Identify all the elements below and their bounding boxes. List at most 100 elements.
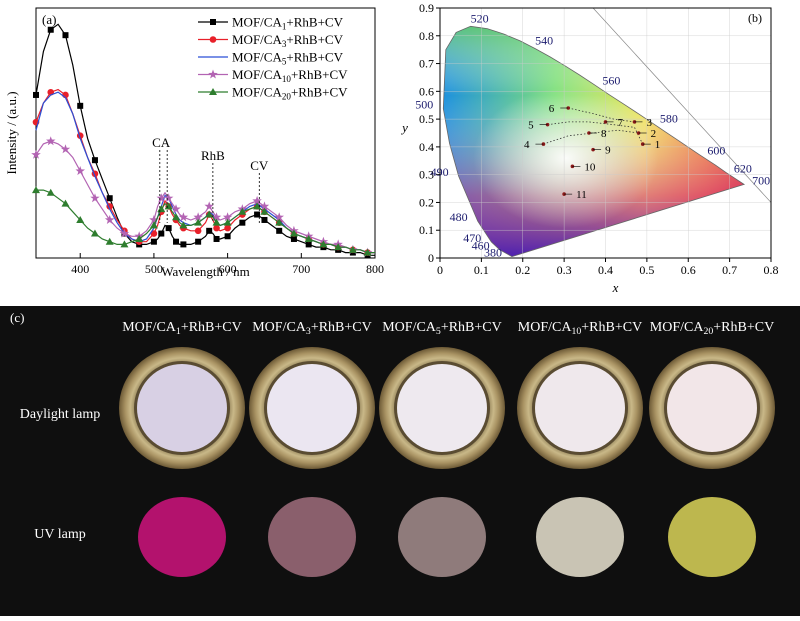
point-label: 2 [651, 128, 657, 140]
powder-daylight [667, 364, 757, 452]
powder-daylight [267, 364, 357, 452]
data-point [254, 211, 261, 218]
point-label: 9 [605, 145, 611, 157]
daylight-sample-2 [249, 347, 375, 469]
data-point [150, 230, 158, 237]
x-tick-label: 0.5 [639, 263, 654, 277]
y-tick-label: 0.8 [419, 29, 434, 43]
wavelength-label: 580 [660, 112, 678, 126]
trend-curve [568, 107, 635, 123]
data-point [252, 195, 262, 205]
data-point [259, 201, 270, 211]
data-point [260, 207, 269, 215]
x-tick-label: 0.8 [764, 263, 779, 277]
data-point [212, 218, 221, 226]
wavelength-label: 500 [415, 98, 433, 112]
x-tick-label: 0.1 [474, 263, 489, 277]
data-point [304, 234, 313, 242]
data-point [180, 241, 187, 248]
x-tick-label: 0 [437, 263, 443, 277]
cie-chromaticity-chart: 0 0.1 0.2 0.3 0.4 0.5 0.6 0.7 0.8 0 0.1 0.2 0.3 0.4 0.… [400, 1, 779, 295]
data-point [204, 201, 214, 211]
data-point [195, 238, 202, 245]
series-2 [32, 88, 375, 256]
point-label: 11 [576, 189, 587, 201]
data-point [31, 149, 41, 159]
column-header: MOF/CA5+RhB+CV [382, 320, 502, 337]
powder-daylight [535, 364, 625, 452]
data-point [194, 218, 203, 226]
data-point [319, 240, 328, 248]
panel-label-c: (c) [10, 310, 24, 325]
powder-daylight [137, 364, 227, 452]
legend-marker [209, 36, 217, 43]
cie-point [566, 106, 571, 110]
data-point [239, 219, 246, 226]
legend-marker [208, 69, 218, 79]
data-point [62, 32, 69, 39]
y-tick-label: 0.9 [419, 1, 434, 15]
column-header: MOF/CA10+RhB+CV [518, 320, 642, 337]
x-axis-label: x [612, 280, 619, 295]
point-label: 5 [528, 120, 534, 132]
x-tick-label: 700 [292, 262, 310, 276]
legend: MOF/CA1+RhB+CVMOF/CA3+RhB+CVMOF/CA5+RhB+… [198, 15, 348, 102]
x-tick-label: 0.4 [598, 263, 613, 277]
uv-sample-4 [536, 497, 624, 577]
x-tick-label: 0.3 [557, 263, 572, 277]
data-point [205, 210, 214, 218]
data-point [334, 243, 343, 251]
data-point [274, 212, 284, 222]
cie-point [545, 122, 550, 127]
data-point [106, 195, 113, 202]
x-tick-label: 0.6 [681, 263, 696, 277]
powder-uv [398, 497, 486, 577]
data-point [224, 233, 231, 240]
x-tick-label: 0.2 [515, 263, 530, 277]
panel-label-a: (a) [42, 12, 56, 27]
data-point [305, 241, 312, 248]
data-point [90, 229, 99, 237]
legend-marker [209, 88, 217, 95]
data-point [60, 144, 71, 154]
x-axis-label: Wavelength / nm [161, 264, 250, 279]
cie-point [640, 142, 645, 146]
data-point [47, 26, 54, 33]
data-point [135, 234, 144, 242]
data-point [289, 229, 298, 237]
series-5 [32, 186, 375, 256]
data-point [194, 227, 202, 235]
x-tick-label: 800 [366, 262, 384, 276]
data-point [178, 212, 189, 222]
y-tick-label: 0.7 [419, 57, 434, 71]
data-point [193, 212, 203, 222]
emission-spectra-chart: (a) 400 500 600 700 800 Wavelength / nm Intensi… [4, 7, 384, 279]
plot-frame [35, 7, 376, 259]
wavelength-label: 520 [471, 11, 489, 25]
peak-label: RhB [201, 148, 225, 163]
data-point [171, 204, 181, 214]
y-tick-label: 0.5 [419, 112, 434, 126]
data-point [172, 213, 181, 221]
y-tick-label: 0.1 [419, 223, 434, 237]
panel-c-photos: (c) MOF/CA1+RhB+CV MOF/CA3+RhB+CV MOF/CA5+R… [0, 306, 800, 616]
data-point [163, 193, 174, 203]
y-axis-label: Intensity / (a.u.) [4, 91, 19, 174]
uv-sample-3 [398, 497, 486, 577]
data-point [149, 221, 158, 229]
legend-marker [210, 19, 216, 25]
data-point [158, 230, 165, 237]
legend-label: MOF/CA3+RhB+CV [232, 32, 344, 49]
data-point [91, 157, 98, 164]
wavelength-label: 560 [602, 74, 620, 88]
data-point [157, 205, 166, 213]
uv-sample-2 [268, 497, 356, 577]
powder-uv [138, 497, 226, 577]
data-point [173, 238, 180, 245]
point-label: 4 [524, 139, 530, 151]
legend-label: MOF/CA10+RhB+CV [232, 67, 348, 84]
y-tick-label: 0.2 [419, 195, 434, 209]
data-point [61, 199, 70, 207]
legend-label: MOF/CA5+RhB+CV [232, 50, 344, 67]
wavelength-label: 620 [734, 161, 752, 175]
